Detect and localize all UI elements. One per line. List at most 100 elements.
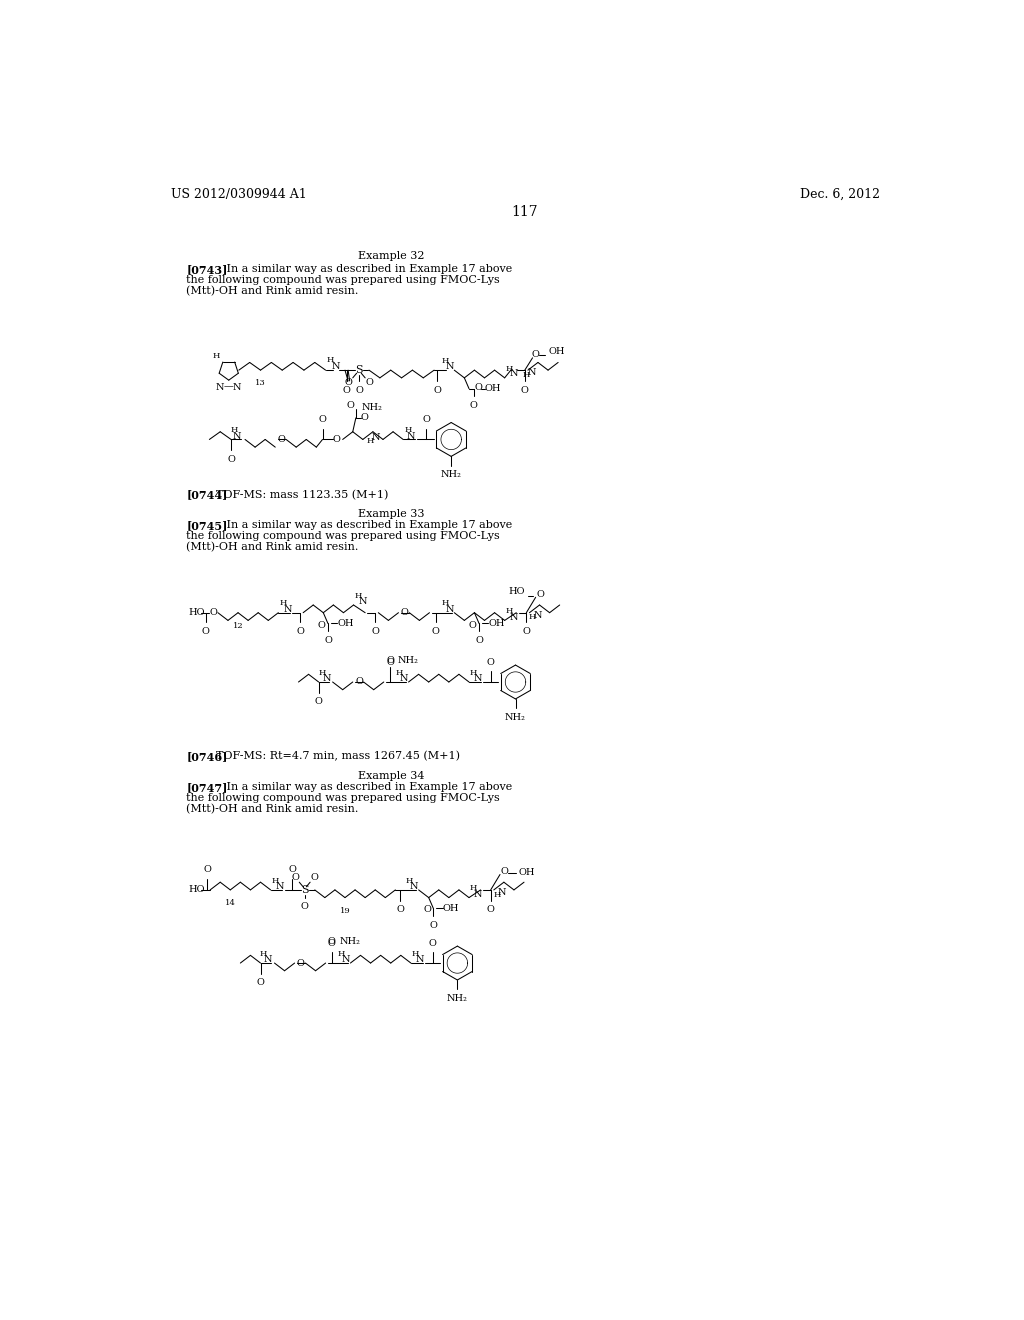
Text: NH₂: NH₂ — [446, 994, 468, 1003]
Text: O: O — [257, 978, 264, 987]
Text: O: O — [355, 385, 362, 395]
Text: H: H — [470, 884, 477, 892]
Text: HO: HO — [188, 609, 205, 618]
Text: N: N — [233, 432, 242, 441]
Text: In a similar way as described in Example 17 above: In a similar way as described in Example… — [216, 264, 512, 273]
Text: H: H — [395, 669, 402, 677]
Text: O: O — [469, 620, 477, 630]
Text: O: O — [387, 656, 394, 665]
Text: [0745]: [0745] — [186, 520, 227, 532]
Text: H: H — [230, 426, 238, 434]
Text: H: H — [271, 876, 279, 884]
Text: H: H — [318, 669, 326, 677]
Text: O: O — [429, 939, 436, 948]
Text: O: O — [537, 590, 544, 599]
Text: O: O — [355, 677, 362, 686]
Text: O: O — [328, 939, 336, 948]
Text: In a similar way as described in Example 17 above: In a similar way as described in Example… — [216, 520, 512, 531]
Text: H: H — [494, 891, 501, 899]
Text: NH₂: NH₂ — [362, 403, 383, 412]
Text: N: N — [534, 611, 543, 619]
Text: O: O — [346, 401, 354, 411]
Text: OH: OH — [442, 904, 459, 913]
Text: O: O — [521, 385, 528, 395]
Text: (Mtt)-OH and Rink amid resin.: (Mtt)-OH and Rink amid resin. — [186, 285, 358, 296]
Text: N: N — [445, 605, 454, 614]
Text: O: O — [400, 609, 409, 618]
Text: NH₂: NH₂ — [340, 937, 360, 946]
Text: N: N — [510, 612, 518, 622]
Text: O: O — [432, 627, 439, 635]
Text: N: N — [233, 383, 242, 392]
Text: O: O — [531, 350, 540, 359]
Text: the following compound was prepared using FMOC-Lys: the following compound was prepared usin… — [186, 275, 500, 285]
Text: O: O — [227, 455, 236, 463]
Text: O: O — [203, 866, 211, 874]
Text: S: S — [355, 366, 362, 375]
Text: O: O — [386, 657, 394, 667]
Text: N: N — [264, 956, 272, 965]
Text: H: H — [506, 607, 513, 615]
Text: OH: OH — [548, 347, 564, 356]
Text: In a similar way as described in Example 17 above: In a similar way as described in Example… — [216, 781, 512, 792]
Text: 13: 13 — [255, 379, 266, 387]
Text: OH: OH — [484, 384, 501, 393]
Text: H: H — [260, 950, 267, 958]
Text: O: O — [202, 627, 210, 635]
Text: US 2012/0309944 A1: US 2012/0309944 A1 — [171, 187, 306, 201]
Text: H: H — [441, 356, 449, 364]
Text: O: O — [209, 609, 217, 618]
Text: H: H — [441, 599, 449, 607]
Text: H: H — [528, 614, 537, 622]
Text: OH: OH — [488, 619, 505, 628]
Text: S: S — [301, 884, 308, 895]
Text: N: N — [323, 675, 331, 684]
Text: O: O — [470, 401, 477, 411]
Text: H: H — [367, 437, 374, 445]
Text: H: H — [354, 591, 361, 599]
Text: H: H — [506, 364, 513, 372]
Text: 117: 117 — [511, 205, 539, 219]
Text: N: N — [342, 956, 350, 965]
Text: O: O — [429, 921, 437, 929]
Text: the following compound was prepared using FMOC-Lys: the following compound was prepared usin… — [186, 793, 500, 803]
Text: O: O — [423, 414, 430, 424]
Text: H: H — [522, 371, 530, 379]
Text: H: H — [213, 352, 220, 360]
Text: N: N — [416, 956, 424, 965]
Text: H: H — [280, 599, 287, 607]
Text: N: N — [510, 370, 518, 379]
Text: H: H — [327, 356, 334, 364]
Text: TOF-MS: Rt=4.7 min, mass 1267.45 (M+1): TOF-MS: Rt=4.7 min, mass 1267.45 (M+1) — [216, 751, 460, 762]
Text: N: N — [474, 890, 482, 899]
Text: O: O — [486, 657, 495, 667]
Text: N: N — [332, 362, 340, 371]
Text: H: H — [412, 950, 419, 958]
Text: O: O — [366, 378, 373, 387]
Text: N: N — [498, 888, 507, 896]
Text: N: N — [358, 598, 367, 606]
Text: H: H — [404, 426, 412, 434]
Text: O: O — [301, 903, 308, 911]
Text: N: N — [399, 675, 409, 684]
Text: O: O — [360, 413, 369, 422]
Text: H: H — [470, 669, 477, 677]
Text: N: N — [410, 882, 418, 891]
Text: OH: OH — [337, 619, 353, 628]
Text: Example 32: Example 32 — [358, 251, 425, 261]
Text: O: O — [423, 906, 431, 915]
Text: HO: HO — [508, 586, 524, 595]
Text: (Mtt)-OH and Rink amid resin.: (Mtt)-OH and Rink amid resin. — [186, 543, 358, 552]
Text: TOF-MS: mass 1123.35 (M+1): TOF-MS: mass 1123.35 (M+1) — [216, 490, 388, 500]
Text: N: N — [372, 433, 380, 442]
Text: [0743]: [0743] — [186, 264, 227, 275]
Text: O: O — [318, 414, 327, 424]
Text: 14: 14 — [225, 899, 236, 907]
Text: [0746]: [0746] — [186, 751, 227, 763]
Text: H: H — [338, 950, 345, 958]
Text: NH₂: NH₂ — [505, 713, 526, 722]
Text: O: O — [292, 873, 299, 882]
Text: O: O — [278, 436, 286, 444]
Text: HO: HO — [188, 886, 205, 895]
Text: —: — — [224, 383, 233, 392]
